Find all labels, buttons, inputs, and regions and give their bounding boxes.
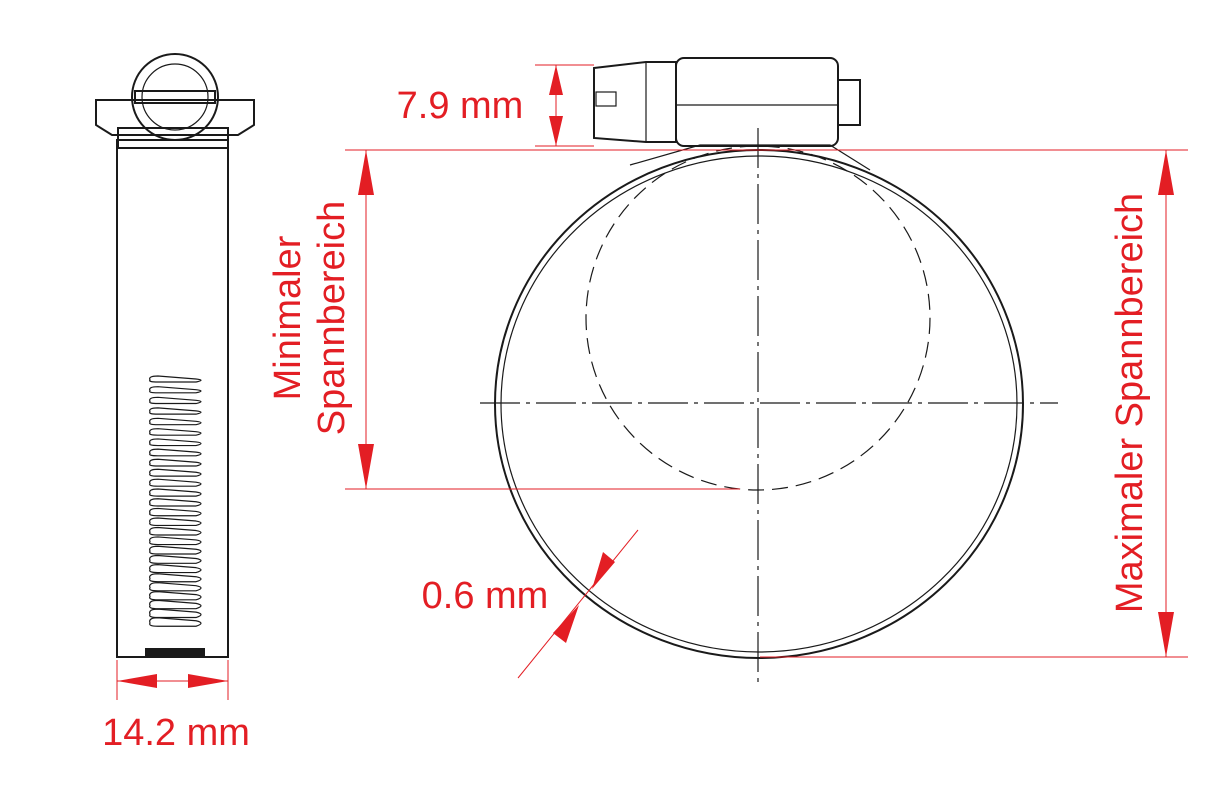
slot xyxy=(149,617,202,627)
screw-end xyxy=(837,79,861,126)
slot xyxy=(149,554,202,564)
front-view xyxy=(480,57,1058,685)
slot xyxy=(149,526,202,536)
screw-head xyxy=(131,53,219,141)
housing-height-label: 7.9 mm xyxy=(397,85,524,127)
slot xyxy=(149,536,202,546)
slot xyxy=(149,599,202,610)
slot xyxy=(149,498,202,507)
slot xyxy=(149,564,202,574)
slot xyxy=(149,375,202,383)
inner-band xyxy=(500,155,1018,653)
band-width-label: 14.2 mm xyxy=(102,712,250,754)
slot xyxy=(149,468,202,477)
slot xyxy=(149,545,202,555)
slot xyxy=(149,438,202,447)
housing-base xyxy=(117,127,229,149)
arrows xyxy=(549,65,563,146)
slot xyxy=(149,428,202,436)
min-range-label: Spannbereich xyxy=(311,201,353,436)
screw-slot xyxy=(134,90,216,104)
housing xyxy=(675,57,839,147)
slot xyxy=(149,590,202,601)
slot xyxy=(149,458,202,467)
slot xyxy=(149,386,202,394)
slot xyxy=(149,407,202,415)
arrows xyxy=(117,674,228,688)
slots xyxy=(149,375,202,627)
side-view xyxy=(95,53,255,658)
screw-slot xyxy=(595,91,617,107)
band-end xyxy=(145,648,205,657)
thickness-label: 0.6 mm xyxy=(422,575,549,617)
housing xyxy=(95,99,255,136)
slot xyxy=(149,608,202,619)
arrows xyxy=(553,552,615,643)
min-range-label: Minimaler xyxy=(267,235,309,400)
outer-band xyxy=(494,149,1024,659)
slot xyxy=(149,488,202,497)
slot xyxy=(149,448,202,457)
slot xyxy=(149,396,202,405)
slot xyxy=(149,478,202,487)
slot xyxy=(149,582,202,592)
screw-inner xyxy=(141,63,209,131)
slot xyxy=(149,517,202,527)
dim-line xyxy=(517,529,639,679)
slot xyxy=(149,573,202,583)
slot xyxy=(149,507,202,517)
slot xyxy=(149,417,202,426)
screw-head xyxy=(593,61,677,143)
max-range-label: Maximaler Spannbereich xyxy=(1109,193,1151,613)
dimensions: 7.9 mm Minimaler Spannbereich Maximaler … xyxy=(102,64,1188,754)
